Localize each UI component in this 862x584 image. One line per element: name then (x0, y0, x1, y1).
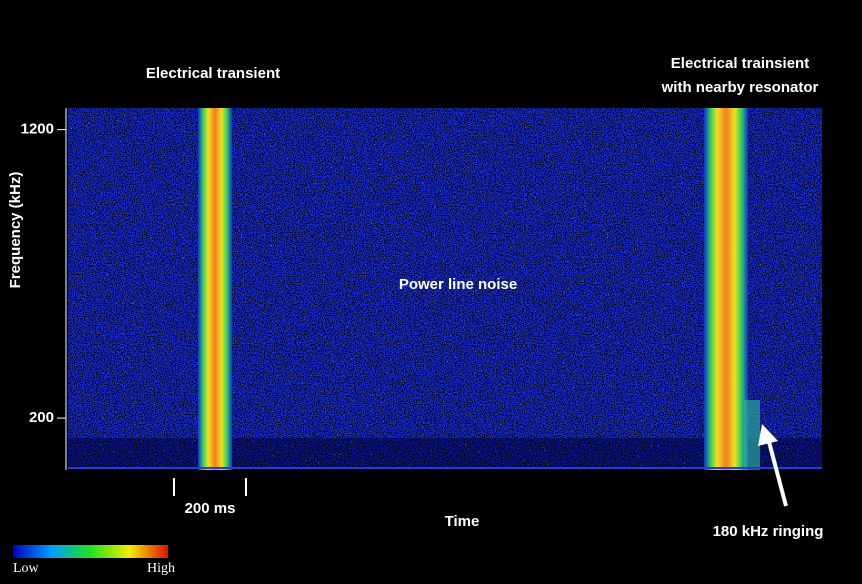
y-tick-label: 1200 (21, 121, 54, 138)
colorbar-low: Low (13, 561, 40, 576)
ringing (744, 400, 760, 470)
annotation: Electrical trainsient (671, 55, 809, 72)
annotation: Power line noise (399, 276, 517, 293)
transient-band (704, 108, 748, 470)
y-axis-label: Frequency (kHz) (7, 172, 24, 289)
colorbar-high: High (147, 561, 175, 576)
colorbar (13, 545, 168, 558)
y-tick-label: 200 (29, 409, 54, 426)
annotation: with nearby resonator (661, 79, 819, 96)
annotation: 180 kHz ringing (713, 523, 824, 540)
transient-band (198, 108, 232, 470)
arrow (766, 437, 788, 507)
noise-green (68, 108, 822, 468)
x-axis-label: Time (445, 513, 480, 530)
scale-bar-label: 200 ms (185, 500, 236, 517)
spectrogram-area (68, 108, 822, 470)
annotation: Electrical transient (146, 65, 280, 82)
arrow-head (758, 424, 778, 446)
